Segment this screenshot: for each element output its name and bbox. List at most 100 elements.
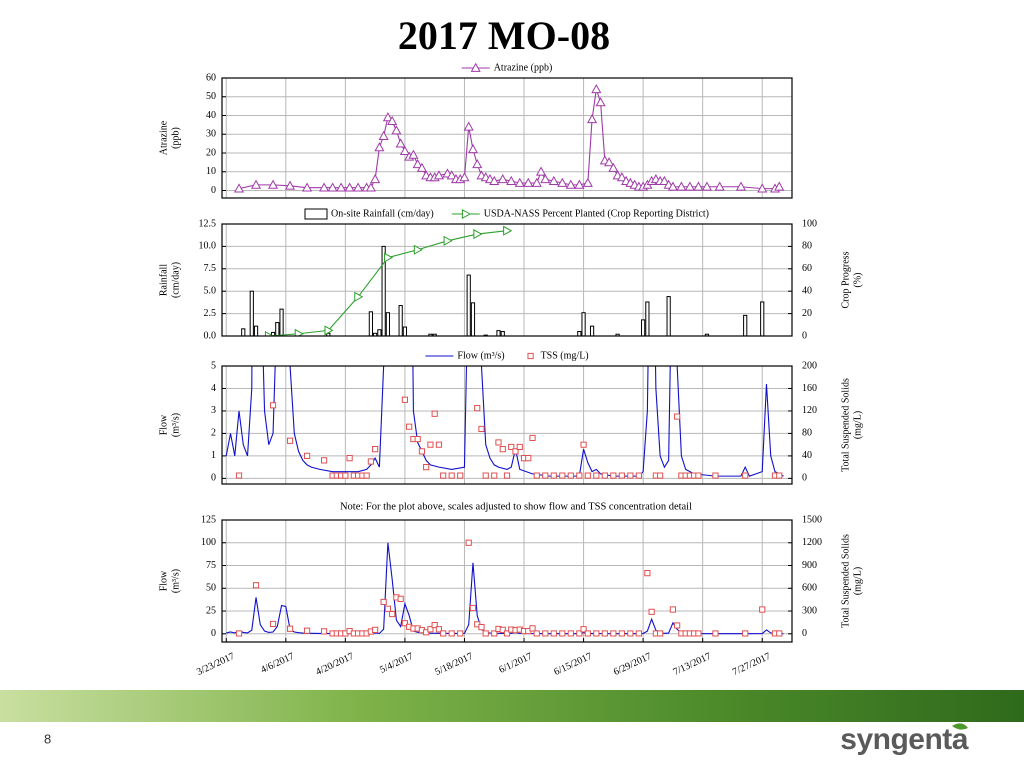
panel: 0.0 2.5 5.0 7.5 10.0 12.5 0 20 40 60 80 100 Rainfall… xyxy=(158,208,863,341)
bar xyxy=(402,326,408,336)
marker xyxy=(478,425,485,433)
logo-text: syngenta xyxy=(840,723,969,756)
marker xyxy=(574,179,585,189)
marker xyxy=(557,177,568,187)
bar xyxy=(641,319,646,336)
y-axis-title: Rainfall xyxy=(158,264,169,296)
y2-tick-label: 120 xyxy=(802,405,817,416)
y2-tick-label: 100 xyxy=(802,218,817,229)
marker xyxy=(514,177,525,187)
plot-area xyxy=(222,224,792,336)
series-layer xyxy=(233,84,785,193)
marker xyxy=(489,175,500,185)
marker xyxy=(463,121,474,131)
marker xyxy=(461,208,471,220)
y-tick-label: 0 xyxy=(211,473,216,484)
marker xyxy=(635,630,642,637)
y2-tick-label: 0 xyxy=(802,628,807,639)
marker xyxy=(714,181,725,191)
bar xyxy=(279,308,284,336)
marker xyxy=(365,182,376,192)
marker xyxy=(408,149,419,159)
marker xyxy=(595,97,606,107)
marker xyxy=(567,630,574,637)
marker xyxy=(533,472,540,479)
y-tick-label: 60 xyxy=(206,72,216,83)
marker xyxy=(618,472,625,479)
y2-axis-title: (mg/L) xyxy=(852,567,863,595)
marker xyxy=(499,446,506,453)
y2-tick-label: 0 xyxy=(802,330,807,341)
marker xyxy=(584,472,591,479)
bar xyxy=(760,301,765,336)
marker xyxy=(235,472,243,479)
bar xyxy=(704,333,710,336)
y-tick-label: 10 xyxy=(206,166,216,177)
marker xyxy=(302,182,313,192)
marker xyxy=(416,162,427,172)
y-axis-title: (cm/day) xyxy=(170,262,181,298)
legend-label: On-site Rainfall (cm/day) xyxy=(331,208,434,219)
bar xyxy=(398,305,403,336)
marker xyxy=(648,608,655,615)
y2-axis-title: (%) xyxy=(852,273,863,288)
marker xyxy=(382,112,393,122)
y-tick-label: 25 xyxy=(206,605,216,616)
marker xyxy=(320,457,328,464)
marker xyxy=(286,437,294,444)
marker xyxy=(431,410,438,417)
series-layer xyxy=(226,539,784,637)
panel: 0 1 2 3 4 5 0 40 80 120 160 200 Flow (m³/s) Total Susp… xyxy=(158,350,863,485)
marker xyxy=(423,464,430,471)
y-axis-title: Atrazine xyxy=(158,120,169,155)
marker xyxy=(384,605,391,612)
marker xyxy=(516,443,523,451)
bar xyxy=(326,332,331,336)
marker xyxy=(372,626,379,633)
y2-tick-label: 300 xyxy=(802,605,817,616)
marker xyxy=(414,435,421,443)
series-layer xyxy=(225,366,784,479)
marker xyxy=(529,625,536,632)
marker xyxy=(712,472,719,479)
marker xyxy=(440,472,447,479)
line xyxy=(226,542,784,635)
marker xyxy=(387,115,398,125)
y2-tick-label: 20 xyxy=(802,308,812,319)
logo: syngenta xyxy=(840,723,969,756)
y2-tick-label: 40 xyxy=(802,450,812,461)
footer-band xyxy=(0,690,1024,722)
marker xyxy=(412,159,423,169)
marker xyxy=(401,396,409,403)
y-tick-label: 0 xyxy=(211,185,216,196)
marker xyxy=(406,423,413,430)
marker xyxy=(446,170,457,180)
plot-frame xyxy=(221,77,793,199)
marker xyxy=(610,630,617,637)
y2-axis-title: Total Suspended Solids xyxy=(840,378,851,472)
legend-symbol xyxy=(304,208,328,220)
marker xyxy=(627,630,634,637)
marker xyxy=(380,598,387,606)
y-tick-label: 5 xyxy=(211,360,216,371)
plot-frame xyxy=(221,365,793,485)
bar xyxy=(253,325,259,336)
bar xyxy=(432,333,437,336)
marker xyxy=(235,630,243,637)
logo-leaf xyxy=(952,723,968,730)
marker xyxy=(399,145,410,155)
marker xyxy=(742,630,749,637)
marker xyxy=(372,446,379,453)
marker xyxy=(435,441,443,448)
marker xyxy=(550,630,557,637)
marker xyxy=(657,472,664,479)
marker xyxy=(506,175,517,185)
marker xyxy=(250,179,262,189)
marker xyxy=(303,452,311,460)
marker xyxy=(497,174,508,184)
marker xyxy=(559,472,566,479)
marker xyxy=(269,620,277,628)
y2-axis-title: Total Suspended Solids xyxy=(840,534,851,628)
bar xyxy=(589,325,595,336)
